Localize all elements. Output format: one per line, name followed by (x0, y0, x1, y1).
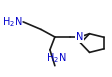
Text: $\mathregular{H_2N}$: $\mathregular{H_2N}$ (45, 51, 66, 65)
Text: N: N (75, 32, 83, 42)
Text: $\mathregular{H_2N}$: $\mathregular{H_2N}$ (2, 15, 22, 29)
